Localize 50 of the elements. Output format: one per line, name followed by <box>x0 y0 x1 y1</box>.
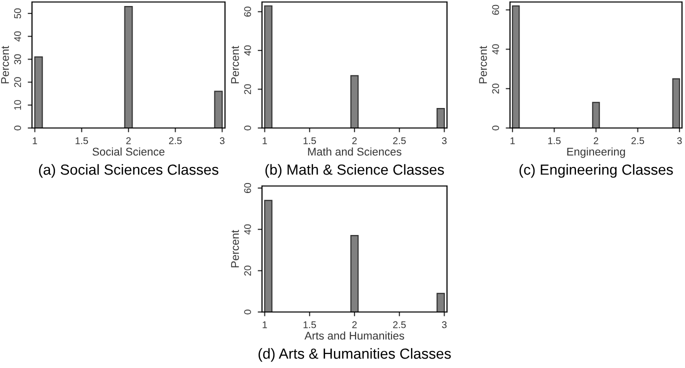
x-tick-label: 2 <box>352 137 357 144</box>
x-tick-label: 1 <box>262 137 267 144</box>
y-tick-label: 20 <box>492 84 500 94</box>
x-tick-label: 1.5 <box>76 137 88 144</box>
y-tick-label: 50 <box>14 8 22 18</box>
y-tick-label: 60 <box>244 6 252 17</box>
y-tick-label: 30 <box>14 54 22 64</box>
x-tick-label: 1 <box>32 137 38 144</box>
text: (d) Arts & Humanities Classes <box>258 348 451 362</box>
y-tick-label: 0 <box>244 310 252 314</box>
x-tick-label: 1.5 <box>304 137 316 144</box>
x-axis-title: Arts and Humanities <box>304 331 404 340</box>
x-tick-label: 2 <box>352 321 357 328</box>
y-tick-label: 0 <box>14 126 22 130</box>
x-tick-label: 1.5 <box>548 137 561 144</box>
x-tick-label: 2.5 <box>393 137 406 144</box>
y-tick-label: 40 <box>244 45 252 56</box>
y-tick-label: 60 <box>244 183 252 193</box>
y-tick-label: 20 <box>244 266 252 276</box>
x-tick-label: 1 <box>262 321 267 328</box>
y-axis-title: Percent <box>231 230 239 268</box>
y-tick-label: 10 <box>14 100 22 110</box>
x-tick-label: 3 <box>442 321 447 328</box>
x-tick-label: 3 <box>442 137 447 144</box>
y-tick-label: 20 <box>244 84 252 94</box>
y-tick-label: 40 <box>244 224 252 235</box>
x-axis-title: Social Science <box>92 147 164 156</box>
y-tick-label: 60 <box>492 4 500 15</box>
y-axis-title: Percent <box>479 46 487 84</box>
x-tick-label: 2.5 <box>169 137 182 144</box>
y-axis-title: Percent <box>231 46 239 84</box>
x-axis-title: Math and Sciences <box>308 147 402 156</box>
x-tick-label: 2 <box>594 137 598 144</box>
x-tick-label: 2.5 <box>393 321 406 328</box>
x-tick-label: 1.5 <box>304 321 316 328</box>
x-tick-label: 2.5 <box>631 137 644 144</box>
x-tick-label: 2 <box>126 137 131 144</box>
x-axis-title: Engineering <box>567 147 625 158</box>
y-tick-label: 20 <box>14 77 22 88</box>
y-tick-label: 0 <box>492 126 500 130</box>
x-tick-label: 3 <box>677 137 682 144</box>
text: (a) Social Sciences Classes <box>39 164 218 178</box>
y-tick-label: 0 <box>244 126 252 130</box>
x-tick-label: 1 <box>510 137 515 144</box>
text: (c) Engineering Classes <box>520 164 673 178</box>
y-tick-label: 40 <box>14 31 22 42</box>
y-tick-label: 40 <box>492 44 500 54</box>
y-axis-title: Percent <box>1 46 9 84</box>
x-tick-label: 3 <box>220 137 224 144</box>
text: (b) Math & Science Classes <box>265 164 444 178</box>
